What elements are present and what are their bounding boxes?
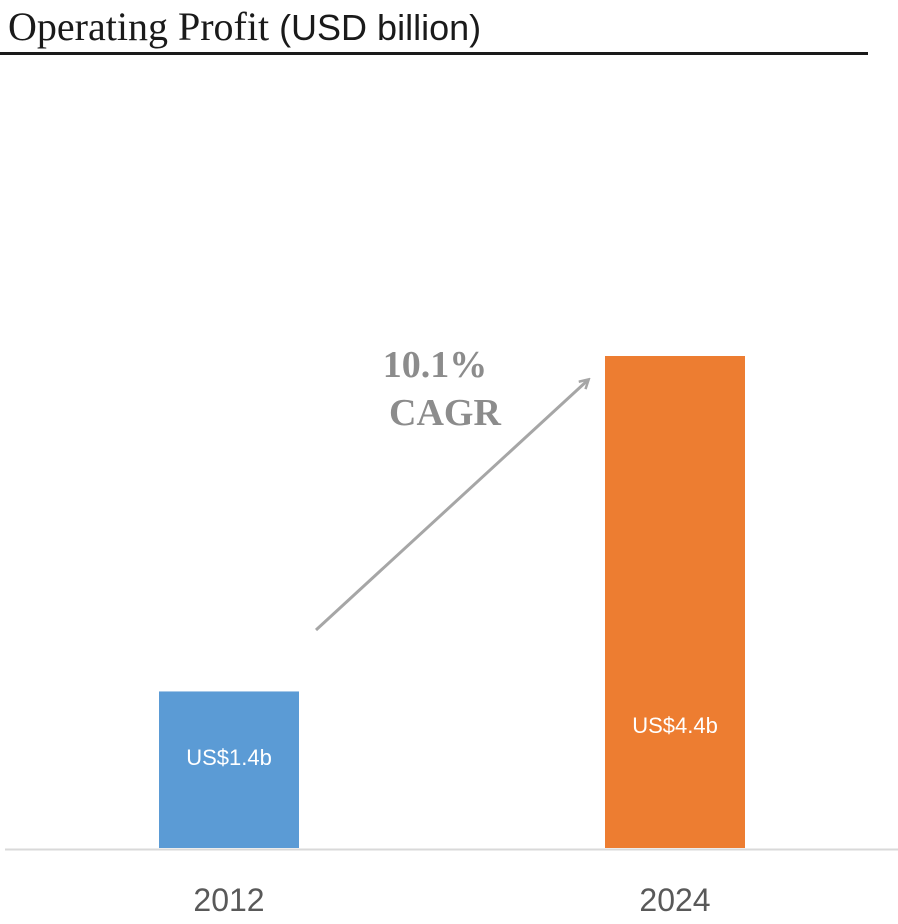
bar-2024: [605, 356, 745, 848]
chart-title: Operating Profit (USD billion): [8, 2, 481, 53]
x-tick-label-2012: 2012: [193, 882, 264, 918]
x-tick-label-2024: 2024: [639, 882, 710, 918]
cagr-value-label: 10.1%: [383, 344, 488, 386]
data-label-2024: US$4.4b: [632, 713, 718, 738]
data-label-2012: US$1.4b: [186, 745, 272, 770]
chart-title-unit: (USD billion): [279, 7, 482, 48]
bar-2012: [159, 691, 299, 848]
title-underline: [0, 52, 868, 55]
chart-title-main: Operating Profit: [8, 4, 270, 49]
cagr-arrow: [314, 380, 588, 632]
cagr-caption-label: CAGR: [389, 392, 501, 434]
